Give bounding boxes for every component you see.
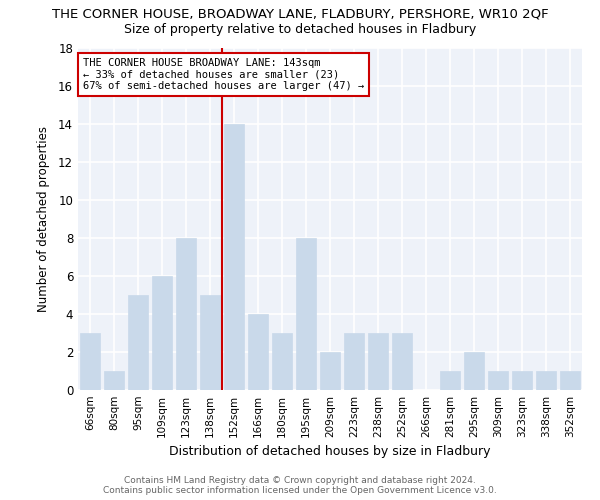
Bar xyxy=(224,124,244,390)
Bar xyxy=(440,371,460,390)
Text: THE CORNER HOUSE BROADWAY LANE: 143sqm
← 33% of detached houses are smaller (23): THE CORNER HOUSE BROADWAY LANE: 143sqm ←… xyxy=(83,58,364,91)
Bar xyxy=(296,238,316,390)
Bar xyxy=(344,333,364,390)
Bar xyxy=(536,371,556,390)
Bar xyxy=(392,333,412,390)
Bar xyxy=(272,333,292,390)
Text: THE CORNER HOUSE, BROADWAY LANE, FLADBURY, PERSHORE, WR10 2QF: THE CORNER HOUSE, BROADWAY LANE, FLADBUR… xyxy=(52,8,548,20)
Bar xyxy=(104,371,124,390)
X-axis label: Distribution of detached houses by size in Fladbury: Distribution of detached houses by size … xyxy=(169,446,491,458)
Bar xyxy=(248,314,268,390)
Y-axis label: Number of detached properties: Number of detached properties xyxy=(37,126,50,312)
Bar xyxy=(80,333,100,390)
Text: Contains HM Land Registry data © Crown copyright and database right 2024.
Contai: Contains HM Land Registry data © Crown c… xyxy=(103,476,497,495)
Bar xyxy=(176,238,196,390)
Bar xyxy=(488,371,508,390)
Bar xyxy=(200,295,220,390)
Bar xyxy=(560,371,580,390)
Bar xyxy=(152,276,172,390)
Bar xyxy=(464,352,484,390)
Text: Size of property relative to detached houses in Fladbury: Size of property relative to detached ho… xyxy=(124,22,476,36)
Bar xyxy=(320,352,340,390)
Bar xyxy=(128,295,148,390)
Bar xyxy=(368,333,388,390)
Bar xyxy=(512,371,532,390)
